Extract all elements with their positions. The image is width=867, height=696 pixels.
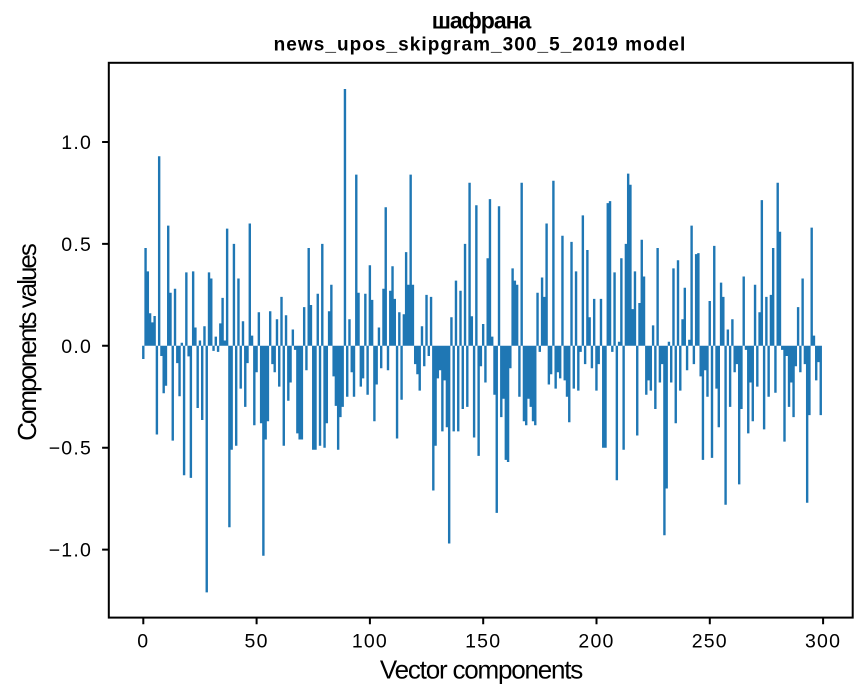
svg-text:Vector components: Vector components [380, 654, 583, 684]
svg-text:150: 150 [465, 631, 501, 653]
svg-text:200: 200 [578, 631, 614, 653]
svg-text:news_upos_skipgram_300_5_2019: news_upos_skipgram_300_5_2019 model [274, 35, 687, 56]
svg-text:−1.0: −1.0 [49, 540, 92, 562]
svg-text:100: 100 [352, 631, 388, 653]
svg-text:1.0: 1.0 [61, 132, 92, 154]
svg-text:−0.5: −0.5 [49, 438, 92, 460]
svg-text:250: 250 [692, 631, 728, 653]
svg-text:50: 50 [245, 631, 269, 653]
svg-text:Components values: Components values [12, 243, 42, 441]
svg-text:300: 300 [805, 631, 841, 653]
svg-text:0.5: 0.5 [61, 234, 92, 256]
svg-text:0.0: 0.0 [61, 336, 92, 358]
svg-text:шафрана: шафрана [432, 8, 532, 34]
svg-text:0: 0 [137, 631, 149, 653]
